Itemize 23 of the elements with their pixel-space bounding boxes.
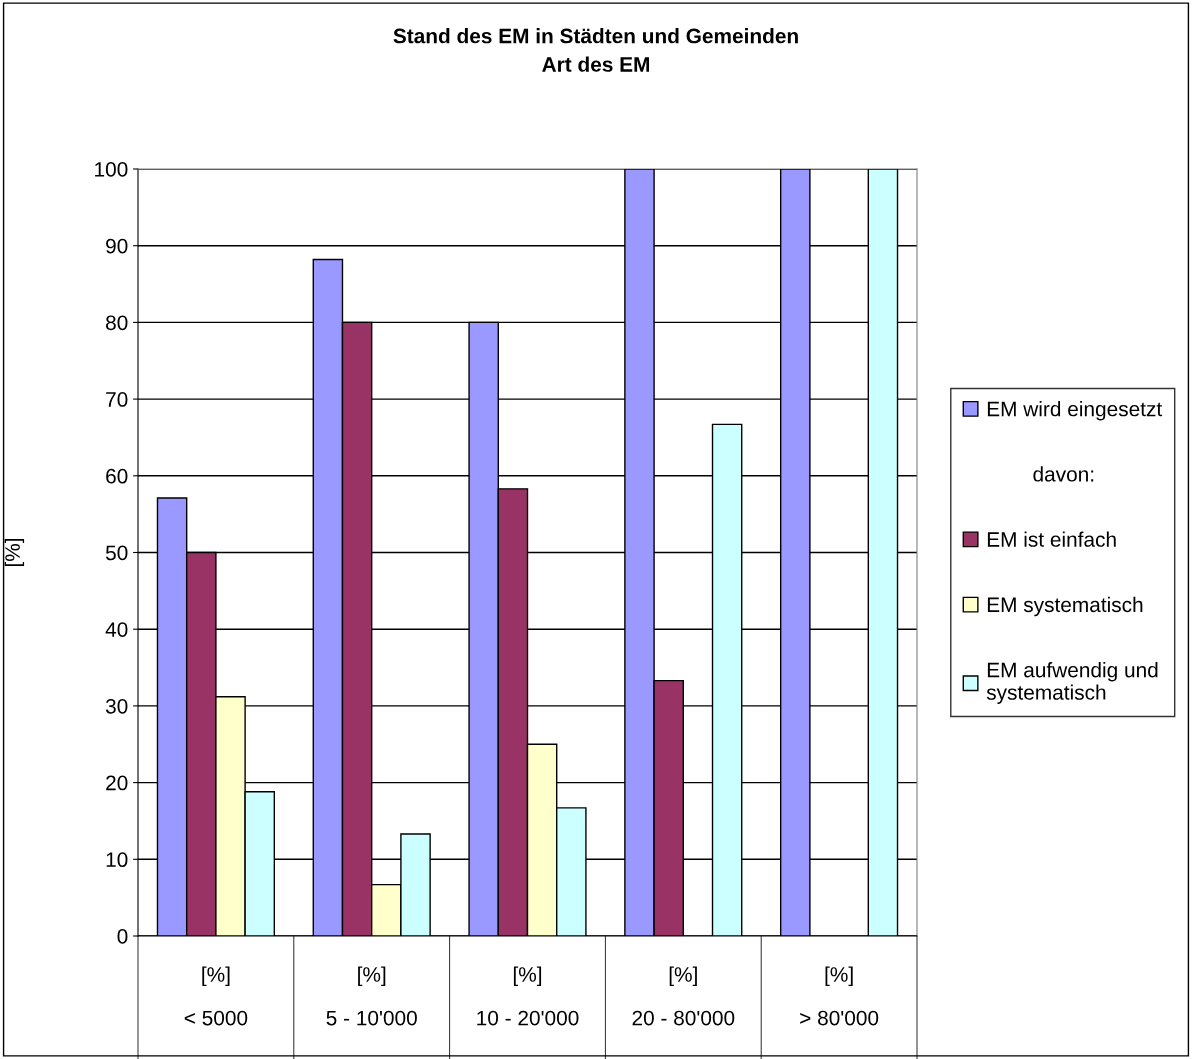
y-tick-label: 40 bbox=[105, 622, 128, 637]
x-tick-label: [%] 20 - 80'000 bbox=[632, 966, 735, 1026]
x-tick-label: [%] < 5000 bbox=[184, 966, 248, 1026]
y-tick-label: 20 bbox=[106, 775, 128, 791]
x-tick-label: [%] 10 - 20'000 bbox=[477, 966, 579, 1026]
y-tick-label: 0 bbox=[117, 929, 128, 944]
text: davon: bbox=[1033, 466, 1094, 482]
y-tick-label: 50 bbox=[105, 545, 128, 561]
y-tick-label: 90 bbox=[106, 238, 128, 254]
chart-title: Stand des EM in Städten und Gemeinden Art des EM bbox=[393, 28, 798, 72]
y-axis-title: [%] bbox=[4, 538, 25, 567]
legend-label: EM ist einfach bbox=[987, 531, 1116, 547]
y-tick-label: 100 bbox=[95, 162, 128, 177]
y-tick-label: 60 bbox=[106, 468, 128, 484]
y-tick-label: 30 bbox=[105, 698, 128, 714]
y-tick-label: 10 bbox=[106, 852, 128, 868]
legend-label: EM systematisch bbox=[987, 596, 1143, 617]
x-tick-label: [%] 5 - 10'000 bbox=[326, 966, 417, 1026]
y-tick-label: 80 bbox=[106, 315, 128, 331]
x-tick-label: [%] > 80'000 bbox=[800, 966, 879, 1026]
legend-label: EM aufwendig und systematisch bbox=[986, 662, 1158, 704]
legend-label: EM wird eingesetzt bbox=[987, 401, 1163, 421]
y-tick-label: 70 bbox=[106, 392, 128, 407]
